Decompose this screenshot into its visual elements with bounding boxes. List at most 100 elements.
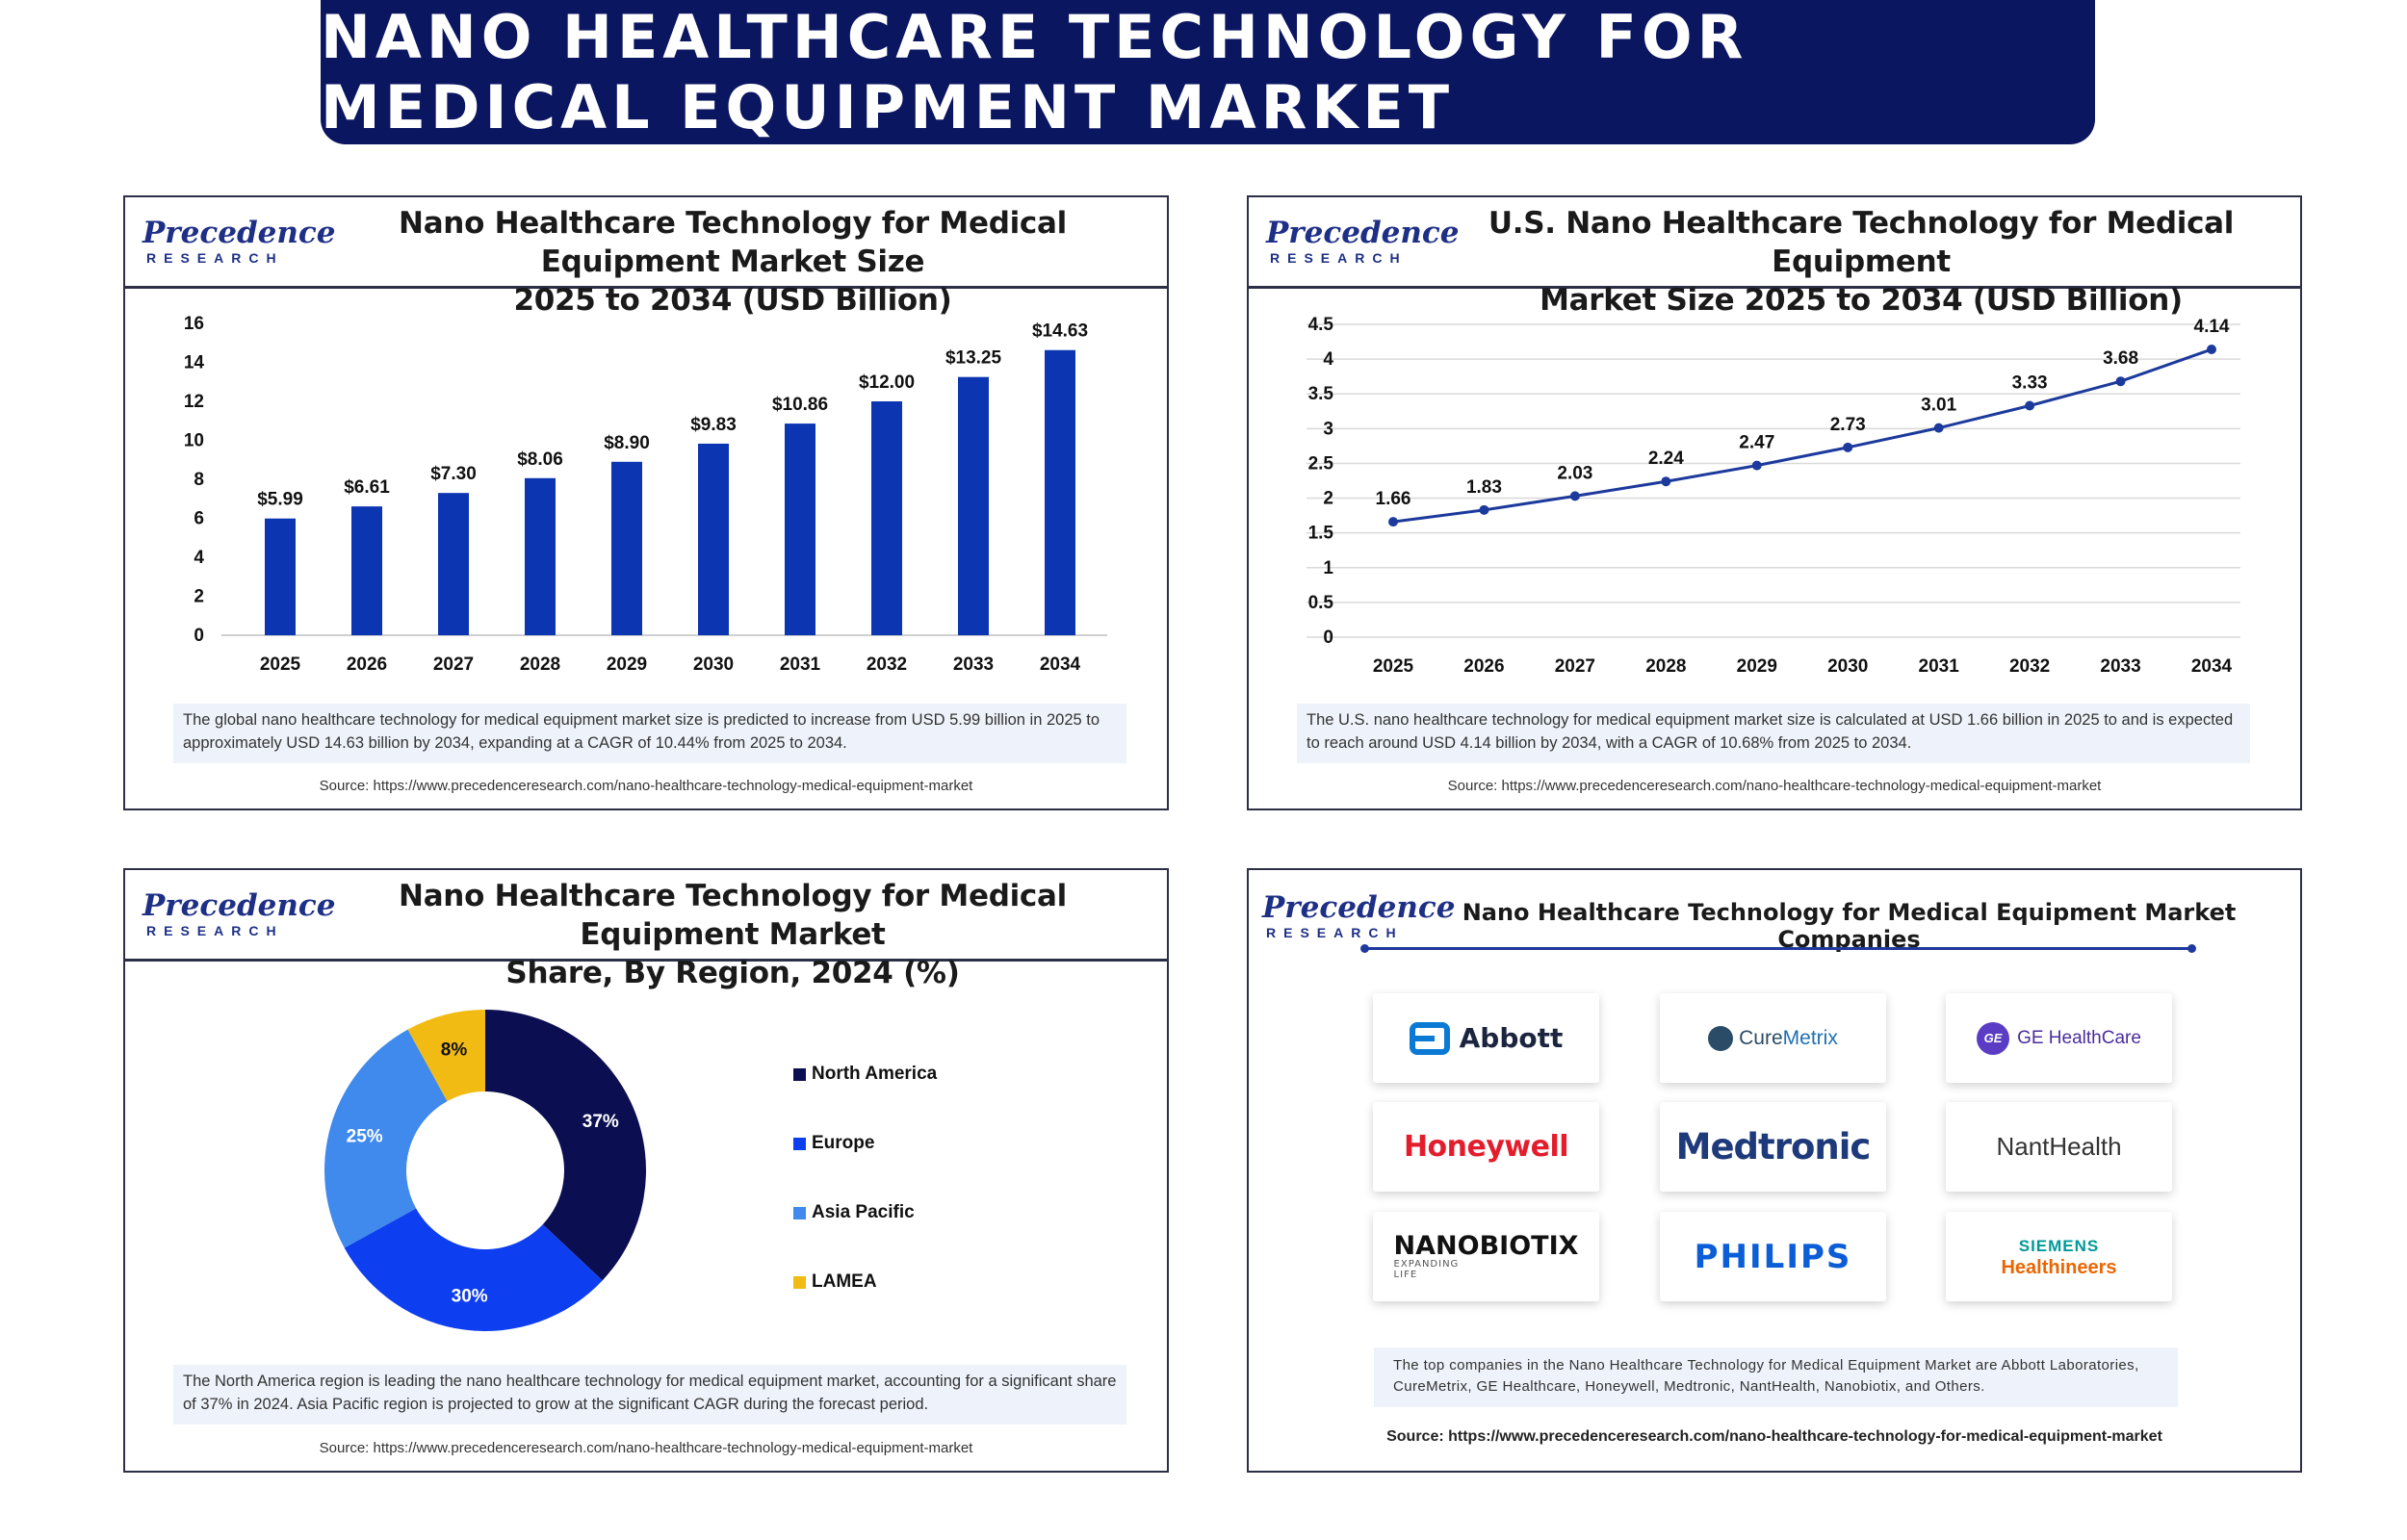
x-tick-label: 2028 [1645, 656, 1686, 677]
donut-slice [485, 1010, 646, 1281]
line-chart: 0 0.5 1 1.5 2 2.5 3 3.5 4 4.5 1.66 2025 1.83 2026 2.03… [1307, 315, 2240, 677]
legend-swatch [793, 1206, 806, 1219]
bar-value-label: $10.86 [772, 395, 828, 415]
companies-note: The top companies in the Nano Healthcare… [1374, 1348, 2178, 1407]
company-abbott: Abbott [1373, 993, 1599, 1083]
x-tick-label: 2032 [2009, 656, 2050, 677]
x-tick-label: 2029 [607, 654, 647, 675]
panel-title-line1: Nano Healthcare Technology for Medical E… [399, 879, 1067, 952]
region-share-panel: Precedence RESEARCH Nano Healthcare Tech… [123, 868, 1169, 1473]
bar [351, 506, 382, 635]
donut-chart: 37% 30% 25% 8% [324, 1010, 646, 1331]
slice-value-label: 8% [441, 1040, 468, 1061]
bar [438, 493, 469, 635]
bar [871, 401, 902, 635]
y-tick-label: 10 [184, 431, 204, 451]
company-name: Medtronic [1675, 1126, 1872, 1168]
legend-label: LAMEA [812, 1271, 877, 1292]
legend-swatch [793, 1067, 806, 1081]
panel-header: Precedence RESEARCH Nano Healthcare Tech… [125, 197, 1167, 318]
panel-title-line1: Nano Healthcare Technology for Medical E… [399, 206, 1067, 279]
company-name: GE HealthCare [2017, 1027, 2141, 1048]
companies-panel: Precedence RESEARCH Nano Healthcare Tech… [1247, 868, 2302, 1473]
bar-chart: 0 2 4 6 8 10 12 14 16 $5.99 2025 $6.61 2026 $7.30 2027… [184, 314, 1107, 675]
chart-legend: North America Europe Asia Pacific LAMEA [793, 1040, 937, 1317]
x-tick-label: 2031 [1919, 656, 1960, 677]
bar [698, 443, 729, 635]
logo-name: Precedence [142, 216, 336, 250]
us-market-size-panel: Precedence RESEARCH U.S. Nano Healthcare… [1247, 195, 2302, 810]
chart-note: The North America region is leading the … [173, 1365, 1126, 1424]
y-tick-label: 1.5 [1308, 524, 1334, 544]
legend-item: Asia Pacific [793, 1178, 937, 1247]
bar [958, 376, 989, 635]
logo-sub: RESEARCH [1266, 925, 1404, 940]
x-tick-label: 2033 [953, 654, 994, 675]
x-tick-label: 2030 [1827, 656, 1868, 677]
y-tick-label: 2 [1323, 489, 1333, 509]
bar-value-label: $9.83 [690, 415, 737, 435]
legend-item: North America [793, 1040, 937, 1109]
point-value-label: 2.24 [1648, 449, 1684, 469]
source-text: Source: https://www.precedenceresearch.c… [1386, 1428, 2162, 1445]
x-tick-label: 2034 [2191, 656, 2233, 677]
company-name-suffix: Healthineers [2001, 1256, 2117, 1278]
title-divider [1360, 944, 2196, 953]
company-name: Abbott [1459, 1022, 1564, 1054]
company-philips: PHILIPS [1660, 1212, 1886, 1301]
global-market-size-panel: Precedence RESEARCH Nano Healthcare Tech… [123, 195, 1169, 810]
legend-swatch [793, 1137, 806, 1150]
y-tick-label: 3 [1323, 419, 1333, 439]
company-tagline: EXPANDING [1393, 1258, 1460, 1270]
company-name-suffix: Metrix [1782, 1026, 1838, 1049]
precedence-logo: Precedence RESEARCH [1262, 891, 1456, 945]
data-point [1661, 476, 1671, 487]
y-tick-label: 8 [194, 470, 204, 490]
slice-value-label: 25% [347, 1127, 383, 1147]
point-value-label: 3.68 [2103, 348, 2138, 369]
x-tick-label: 2034 [1040, 654, 1081, 675]
panel-title: Nano Healthcare Technology for Medical E… [1462, 899, 2237, 953]
y-tick-label: 0 [1323, 628, 1333, 648]
company-nanobiotix: NANOBIOTIX EXPANDING LIFE [1373, 1212, 1599, 1301]
legend-item: LAMEA [793, 1247, 937, 1317]
bar-value-label: $12.00 [859, 372, 915, 393]
data-point [1751, 460, 1762, 471]
company-ge-healthcare: GE GE HealthCare [1946, 993, 2172, 1083]
x-tick-label: 2025 [260, 654, 301, 675]
company-honeywell: Honeywell [1373, 1102, 1599, 1192]
precedence-logo: Precedence RESEARCH [142, 216, 336, 270]
data-point [2115, 376, 2126, 387]
y-tick-label: 12 [184, 392, 204, 412]
ge-logo-icon: GE [1977, 1021, 2010, 1055]
point-value-label: 2.47 [1739, 433, 1774, 453]
data-point [1569, 491, 1580, 501]
x-tick-label: 2027 [433, 654, 474, 675]
curemetrix-logo-icon [1708, 1025, 1734, 1051]
logo-name: Precedence [1266, 216, 1460, 250]
legend-label: North America [812, 1064, 938, 1084]
donut-slice [344, 1208, 603, 1331]
point-value-label: 2.03 [1557, 463, 1592, 483]
y-tick-label: 4 [194, 548, 204, 568]
y-tick-label: 0 [194, 626, 204, 646]
point-value-label: 3.01 [1921, 396, 1956, 416]
slice-value-label: 30% [452, 1286, 488, 1306]
chart-note: The global nano healthcare technology fo… [173, 704, 1126, 763]
x-tick-label: 2030 [693, 654, 734, 675]
x-tick-label: 2033 [2100, 656, 2140, 677]
x-tick-label: 2028 [520, 654, 560, 675]
point-value-label: 1.66 [1376, 489, 1411, 509]
company-medtronic: Medtronic [1660, 1102, 1886, 1192]
data-point [1388, 517, 1398, 527]
point-value-label: 1.83 [1466, 477, 1502, 498]
y-tick-label: 4.5 [1308, 315, 1334, 335]
company-name: NANOBIOTIX [1393, 1230, 1579, 1261]
chart-note: The U.S. nano healthcare technology for … [1297, 704, 2250, 763]
x-tick-label: 2029 [1737, 656, 1777, 677]
data-point [1479, 504, 1489, 515]
x-tick-label: 2026 [347, 654, 387, 675]
source-text: Source: https://www.precedenceresearch.c… [319, 778, 973, 794]
panel-title-line1: U.S. Nano Healthcare Technology for Medi… [1488, 206, 2235, 279]
slice-value-label: 37% [582, 1112, 619, 1132]
